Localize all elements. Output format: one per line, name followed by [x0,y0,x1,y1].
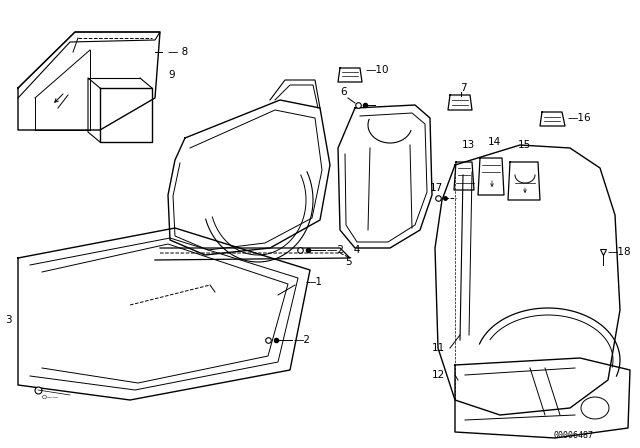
Text: 11: 11 [432,343,445,353]
Text: 9: 9 [168,70,175,80]
Text: —16: —16 [568,113,591,123]
Text: 15: 15 [518,140,531,150]
Text: 6: 6 [340,87,347,97]
Text: O——: O—— [42,395,60,400]
Text: 12: 12 [432,370,445,380]
Text: —2   4: —2 4 [327,245,360,255]
Text: — 8: — 8 [168,47,188,57]
Text: 5: 5 [345,257,351,267]
Text: —10: —10 [366,65,390,75]
Text: —18: —18 [607,247,630,257]
Text: 3: 3 [5,315,12,325]
Text: 17: 17 [430,183,444,193]
Text: 14: 14 [488,137,501,147]
Text: —2: —2 [293,335,310,345]
Text: 00006487: 00006487 [554,431,594,439]
Text: 13: 13 [462,140,476,150]
Text: —1: —1 [306,277,323,287]
Text: 7: 7 [460,83,467,93]
